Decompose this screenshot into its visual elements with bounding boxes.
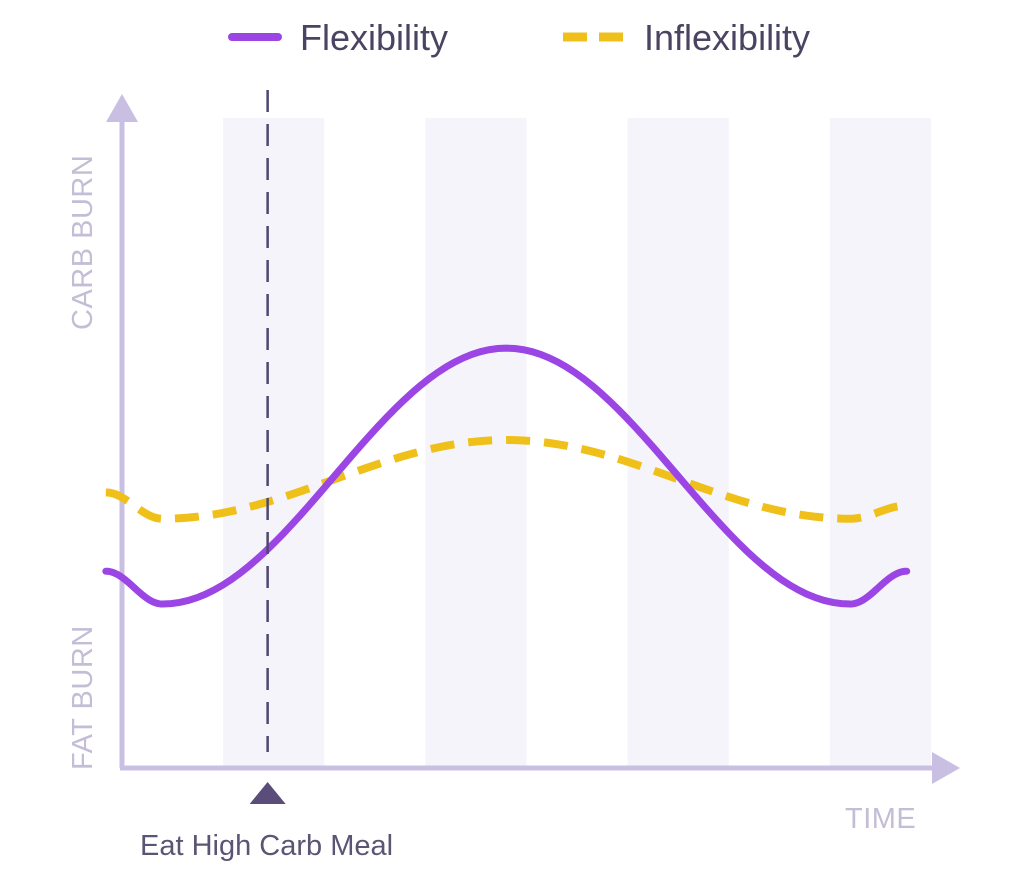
- legend-label-flexibility: Flexibility: [300, 17, 448, 58]
- axes: [106, 94, 960, 784]
- y-axis-arrowhead: [106, 94, 138, 122]
- background-bands: [223, 118, 931, 768]
- series-line-inflexibility: [105, 435, 907, 523]
- background-band: [627, 118, 729, 768]
- y-axis-label-top: CARB BURN: [67, 155, 99, 330]
- y-axis-label-bottom: FAT BURN: [67, 625, 99, 770]
- x-axis-arrowhead: [932, 752, 960, 784]
- legend-label-inflexibility: Inflexibility: [644, 17, 810, 58]
- series-line-flexibility: [102, 344, 911, 608]
- x-axis-label: TIME: [845, 803, 916, 835]
- meal-event-marker: [249, 782, 286, 804]
- meal-event-label: Eat High Carb Meal: [140, 830, 393, 862]
- legend: Flexibility Inflexibility: [228, 17, 810, 58]
- background-band: [223, 118, 325, 768]
- background-band: [829, 118, 931, 768]
